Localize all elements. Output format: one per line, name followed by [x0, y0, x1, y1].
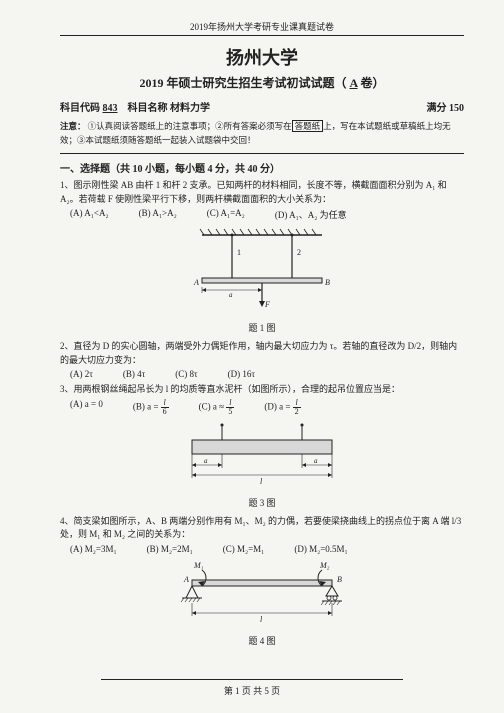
subject-code-group: 科目代码 843 科目名称 材料力学	[60, 99, 210, 114]
section-1-title: 一、选择题（共 10 小题，每小题 4 分，共 40 分）	[60, 160, 464, 175]
svg-text:l: l	[260, 615, 263, 624]
subject-line: 科目代码 843 科目名称 材料力学 满分 150	[60, 99, 464, 114]
question-2-options: (A) 2τ (B) 4τ (C) 8τ (D) 16τ	[70, 369, 464, 379]
full-score-label: 满分	[427, 103, 447, 114]
svg-text:A: A	[193, 278, 199, 287]
svg-text:1: 1	[237, 248, 241, 257]
top-header: 2019年扬州大学考研专业课真题试卷	[60, 20, 464, 36]
q1-opt-d: (D) A₁、A₂ 为任意	[275, 208, 347, 221]
question-2: 2、直径为 D 的实心圆轴，两端受外力偶矩作用，轴内最大切应力为 τ。若轴的直径…	[60, 340, 464, 367]
footer-text: 第 1 页 共 5 页	[224, 686, 280, 696]
figure-4-caption: 题 4 图	[60, 634, 464, 647]
svg-text:M₂: M₂	[319, 561, 330, 570]
q4-opt-d: (D) M₂=0.5M₁	[294, 544, 347, 554]
full-score: 150	[449, 103, 464, 114]
notice-label: 注意：	[60, 121, 86, 131]
q2-opt-a: (A) 2τ	[70, 369, 93, 379]
full-score-group: 满分 150	[427, 99, 465, 114]
q2-opt-b: (B) 4τ	[123, 369, 145, 379]
exam-title-blank: A	[349, 76, 357, 90]
q1-opt-b: (B) A₁>A₂	[139, 208, 177, 221]
question-4-options: (A) M₂=3M₁ (B) M₂=2M₁ (C) M₂=M₁ (D) M₂=0…	[70, 544, 464, 554]
figure-1-svg: 1 2 A B a F	[172, 225, 352, 315]
question-3: 3、用两根钢丝绳起吊长为 l 的均质等直水泥杆（如图所示），合理的起吊位置应当是…	[60, 383, 464, 397]
figure-3-caption: 题 3 图	[60, 496, 464, 509]
notice-box: 答题纸	[292, 120, 324, 132]
university-name: 扬州大学	[60, 44, 464, 70]
q2-opt-d: (D) 16τ	[228, 369, 255, 379]
figure-3-svg: a a l	[162, 420, 362, 490]
exam-page: 2019年扬州大学考研专业课真题试卷 扬州大学 2019 年硕士研究生招生考试初…	[0, 0, 504, 713]
question-3-options: (A) a = 0 (B) a = l6 (C) a ≈ l5 (D) a = …	[70, 399, 464, 416]
question-4: 4、简支梁如图所示，A、B 两端分别作用有 M₁、M₂ 的力偶，若要使梁挠曲线上…	[60, 515, 464, 542]
notice-block: 注意： ①认真阅读答题纸上的注意事项；②所有答案必须写在答题纸上，写在本试题纸或…	[60, 120, 464, 147]
q4-opt-b: (B) M₂=2M₁	[147, 544, 193, 554]
svg-text:F: F	[264, 300, 270, 309]
subject-code: 843	[103, 103, 118, 114]
question-1-options: (A) A₁<A₂ (B) A₁>A₂ (C) A₁=A₂ (D) A₁、A₂ …	[70, 208, 464, 221]
notice-text-1: ①认真阅读答题纸上的注意事项；②所有答案必须写在	[88, 121, 292, 131]
subject-name: 材料力学	[170, 103, 210, 114]
q2-opt-c: (C) 8τ	[175, 369, 197, 379]
exam-title-post: 卷）	[358, 76, 385, 90]
svg-text:B: B	[337, 575, 342, 584]
q3-opt-c: (C) a ≈ l5	[199, 399, 235, 416]
svg-text:l: l	[260, 477, 263, 486]
footer-divider	[101, 679, 403, 680]
q3-opt-d: (D) a = l2	[264, 399, 300, 416]
q1-opt-a: (A) A₁<A₂	[70, 208, 109, 221]
figure-3: a a l	[60, 420, 464, 492]
q3-opt-a: (A) a = 0	[70, 399, 103, 416]
svg-text:a: a	[229, 291, 233, 299]
subject-code-label: 科目代码	[60, 103, 100, 114]
figure-1-caption: 题 1 图	[60, 321, 464, 334]
exam-title-pre: 2019 年硕士研究生招生考试初试试题（	[139, 76, 349, 90]
figure-4: M₁ M₂ A B l	[60, 558, 464, 630]
q1-opt-c: (C) A₁=A₂	[207, 208, 245, 221]
svg-text:2: 2	[297, 248, 301, 257]
subject-name-label: 科目名称	[128, 103, 168, 114]
q4-opt-c: (C) M₂=M₁	[223, 544, 265, 554]
question-1: 1、图示刚性梁 AB 由杆 1 和杆 2 支承。已知两杆的材料相同，长度不等，横…	[60, 179, 464, 206]
q4-opt-a: (A) M₂=3M₁	[70, 544, 117, 554]
svg-text:A: A	[183, 575, 189, 584]
svg-text:B: B	[325, 278, 330, 287]
page-footer: 第 1 页 共 5 页	[0, 679, 504, 697]
q3-opt-b: (B) a = l6	[133, 399, 169, 416]
exam-title: 2019 年硕士研究生招生考试初试试题（ A 卷）	[60, 74, 464, 91]
svg-text:a: a	[204, 457, 208, 465]
divider	[60, 153, 464, 154]
svg-text:M₁: M₁	[193, 561, 204, 570]
figure-4-svg: M₁ M₂ A B l	[152, 558, 372, 628]
svg-text:a: a	[314, 457, 318, 465]
figure-1: 1 2 A B a F	[60, 225, 464, 317]
